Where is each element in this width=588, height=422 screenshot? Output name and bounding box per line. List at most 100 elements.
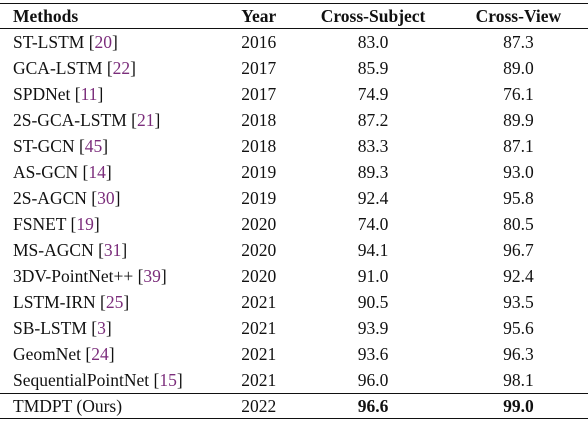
year-cell: 2021 (241, 318, 277, 338)
cross-view-cell: 95.6 (503, 318, 534, 338)
citation-link[interactable]: 24 (91, 344, 109, 364)
citation-bracket-close: ] (176, 370, 183, 390)
citation-bracket-open: [ (86, 188, 98, 208)
method-cell: GCA-LSTM [22] (0, 55, 220, 81)
method-cell: SPDNet [11] (0, 81, 220, 107)
method-name: FSNET (13, 214, 67, 234)
cross-view-cell: 89.0 (503, 58, 534, 78)
method-name: GeomNet (13, 344, 82, 364)
cross-view-cell: 93.0 (503, 162, 534, 182)
citation-link[interactable]: 3 (97, 318, 106, 338)
citation-link[interactable]: 25 (105, 292, 124, 312)
table-row: GCA-LSTM [22] 2017 85.9 89.0 (0, 55, 588, 81)
cross-subject-cell: 93.6 (357, 344, 389, 364)
method-name: 2S-AGCN (13, 188, 87, 208)
citation-link[interactable]: 30 (97, 188, 115, 208)
cross-subject-cell: 83.3 (357, 136, 389, 156)
citation-bracket-open: [ (81, 344, 92, 364)
citation-link[interactable]: 45 (84, 136, 103, 156)
method-name: AS-GCN (13, 162, 79, 182)
citation-link[interactable]: 39 (143, 266, 161, 286)
header-methods: Methods (13, 6, 79, 26)
citation-bracket-open: [ (133, 266, 144, 286)
year-cell: 2021 (241, 292, 277, 312)
citation-link[interactable]: 22 (112, 58, 131, 78)
citation-link[interactable]: 11 (80, 84, 98, 104)
table-row: SequentialPointNet [15] 2021 96.0 98.1 (0, 367, 588, 394)
table-row: FSNET [19] 2020 74.0 80.5 (0, 211, 588, 237)
citation-bracket-close: ] (114, 188, 121, 208)
cross-subject-cell: 90.5 (357, 292, 389, 312)
cross-subject-cell: 91.0 (357, 266, 389, 286)
citation-bracket-close: ] (105, 318, 112, 338)
year-cell: 2022 (241, 396, 277, 416)
year-cell: 2020 (241, 214, 277, 234)
cross-subject-cell: 74.9 (357, 84, 389, 104)
method-cell: ST-LSTM [20] (0, 29, 220, 56)
header-year: Year (241, 6, 277, 26)
citation-bracket-open: [ (149, 370, 160, 390)
citation-bracket-open: [ (126, 110, 137, 130)
year-cell: 2019 (241, 162, 277, 182)
cross-view-cell: 98.1 (503, 370, 534, 390)
table-header-row: Methods Year Cross-Subject Cross-View (0, 3, 588, 29)
method-cell: MS-AGCN [31] (0, 237, 220, 263)
citation-bracket-open: [ (93, 240, 104, 260)
cross-view-cell: 99.0 (503, 396, 534, 416)
citation-link[interactable]: 21 (136, 110, 155, 130)
year-cell: 2021 (241, 370, 277, 390)
cross-subject-cell: 93.9 (357, 318, 389, 338)
method-cell: GeomNet [24] (0, 341, 220, 367)
citation-link[interactable]: 20 (94, 32, 113, 52)
citation-link[interactable]: 15 (159, 370, 177, 390)
method-cell: 2S-AGCN [30] (0, 185, 220, 211)
citation-link[interactable]: 14 (88, 162, 106, 182)
citation-bracket-close: ] (154, 110, 161, 130)
cross-subject-cell: 96.0 (357, 370, 389, 390)
method-cell: AS-GCN [14] (0, 159, 220, 185)
citation-link[interactable]: 31 (103, 240, 122, 260)
cross-subject-cell: 94.1 (357, 240, 389, 260)
method-cell: 3DV-PointNet++ [39] (0, 263, 220, 289)
method-cell: SequentialPointNet [15] (0, 367, 220, 394)
cross-subject-cell: 92.4 (357, 188, 389, 208)
table-row: 2S-AGCN [30] 2019 92.4 95.8 (0, 185, 588, 211)
cross-view-cell: 89.9 (503, 110, 534, 130)
citation-bracket-open: [ (95, 292, 106, 312)
citation-bracket-close: ] (112, 32, 118, 52)
table-row: MS-AGCN [31] 2020 94.1 96.7 (0, 237, 588, 263)
citation-bracket-close: ] (93, 214, 100, 234)
method-name: MS-AGCN (13, 240, 94, 260)
method-name: 2S-GCA-LSTM (13, 110, 127, 130)
citation-bracket-close: ] (130, 58, 136, 78)
results-table: Methods Year Cross-Subject Cross-View ST… (0, 3, 588, 419)
cross-view-cell: 87.1 (503, 136, 534, 156)
cross-subject-cell: 89.3 (357, 162, 389, 182)
citation-link[interactable]: 19 (76, 214, 94, 234)
cross-view-cell: 96.7 (503, 240, 534, 260)
method-name: 3DV-PointNet++ (13, 266, 134, 286)
method-name: GCA-LSTM (13, 58, 103, 78)
cross-view-cell: 76.1 (503, 84, 534, 104)
table-row: AS-GCN [14] 2019 89.3 93.0 (0, 159, 588, 185)
cross-subject-cell: 85.9 (357, 58, 389, 78)
citation-bracket-open: [ (102, 58, 113, 78)
table-body: ST-LSTM [20] 2016 83.0 87.3 GCA-LSTM [22] 201… (0, 29, 588, 394)
cross-subject-cell: 83.0 (357, 32, 389, 52)
cross-subject-cell: 87.2 (357, 110, 389, 130)
year-cell: 2020 (241, 266, 277, 286)
method-cell: ST-GCN [45] (0, 133, 220, 159)
method-cell: LSTM-IRN [25] (0, 289, 220, 315)
cross-view-cell: 95.8 (503, 188, 534, 208)
method-name: TMDPT (Ours) (13, 396, 123, 416)
table-row: 3DV-PointNet++ [39] 2020 91.0 92.4 (0, 263, 588, 289)
citation-bracket-close: ] (108, 344, 115, 364)
citation-bracket-open: [ (84, 32, 95, 52)
method-name: ST-LSTM (13, 32, 85, 52)
year-cell: 2019 (241, 188, 277, 208)
cross-view-cell: 87.3 (503, 32, 534, 52)
citation-bracket-open: [ (74, 136, 85, 156)
method-name: SequentialPointNet (13, 370, 150, 390)
citation-bracket-close: ] (105, 162, 112, 182)
method-name: SPDNet (13, 84, 71, 104)
